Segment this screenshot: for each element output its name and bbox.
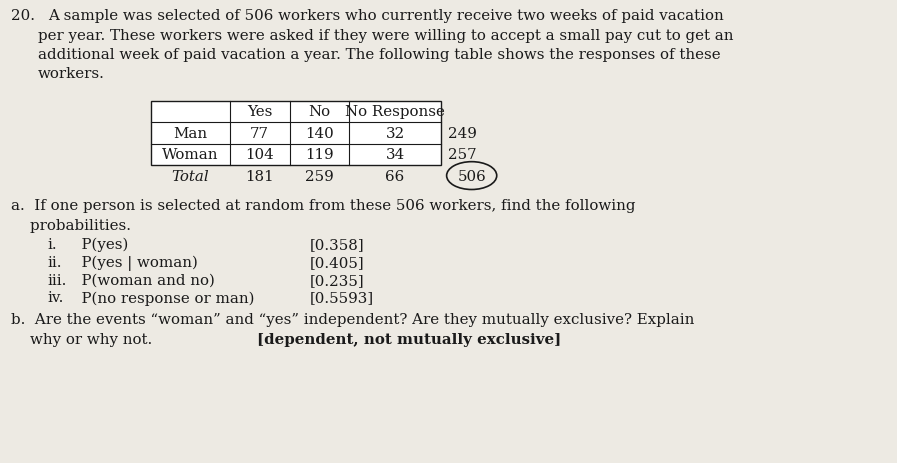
Text: 259: 259	[305, 169, 334, 183]
Text: 140: 140	[305, 126, 334, 141]
Text: iv.: iv.	[48, 291, 64, 305]
Text: why or why not.: why or why not.	[11, 332, 152, 346]
Text: b.  Are the events “woman” and “yes” independent? Are they mutually exclusive? E: b. Are the events “woman” and “yes” inde…	[11, 313, 694, 326]
Text: 77: 77	[250, 126, 269, 141]
Text: i.: i.	[48, 238, 57, 251]
Text: ii.: ii.	[48, 255, 62, 269]
Text: [0.405]: [0.405]	[309, 255, 364, 269]
Bar	[151, 101, 440, 166]
Text: No: No	[309, 105, 330, 119]
Text: Yes: Yes	[247, 105, 273, 119]
Text: P(woman and no): P(woman and no)	[72, 273, 214, 287]
Text: probabilities.: probabilities.	[11, 218, 131, 232]
Text: 257: 257	[448, 148, 476, 162]
Text: [0.5593]: [0.5593]	[309, 291, 374, 305]
Text: 34: 34	[386, 148, 405, 162]
Text: No Response: No Response	[345, 105, 445, 119]
Text: 506: 506	[457, 169, 486, 183]
Text: 32: 32	[386, 126, 405, 141]
Text: 119: 119	[305, 148, 334, 162]
Text: P(no response or man): P(no response or man)	[72, 291, 254, 305]
Text: P(yes): P(yes)	[72, 238, 128, 252]
Text: 181: 181	[246, 169, 274, 183]
Text: Total: Total	[171, 169, 209, 183]
Text: iii.: iii.	[48, 273, 67, 287]
Text: 66: 66	[386, 169, 405, 183]
Text: a.  If one person is selected at random from these 506 workers, find the followi: a. If one person is selected at random f…	[11, 199, 636, 213]
Text: additional week of paid vacation a year. The following table shows the responses: additional week of paid vacation a year.…	[38, 48, 720, 62]
Text: [0.235]: [0.235]	[309, 273, 364, 287]
Text: [0.358]: [0.358]	[309, 238, 364, 251]
Text: Woman: Woman	[162, 148, 219, 162]
Text: [dependent, not mutually exclusive]: [dependent, not mutually exclusive]	[257, 332, 561, 346]
Text: per year. These workers were asked if they were willing to accept a small pay cu: per year. These workers were asked if th…	[38, 29, 734, 43]
Text: 104: 104	[245, 148, 274, 162]
Text: 249: 249	[448, 126, 476, 141]
Text: P(yes | woman): P(yes | woman)	[72, 255, 197, 270]
Text: 20.: 20.	[11, 9, 35, 23]
Text: Man: Man	[173, 126, 207, 141]
Text: A sample was selected of 506 workers who currently receive two weeks of paid vac: A sample was selected of 506 workers who…	[48, 9, 723, 23]
Text: workers.: workers.	[38, 67, 105, 81]
